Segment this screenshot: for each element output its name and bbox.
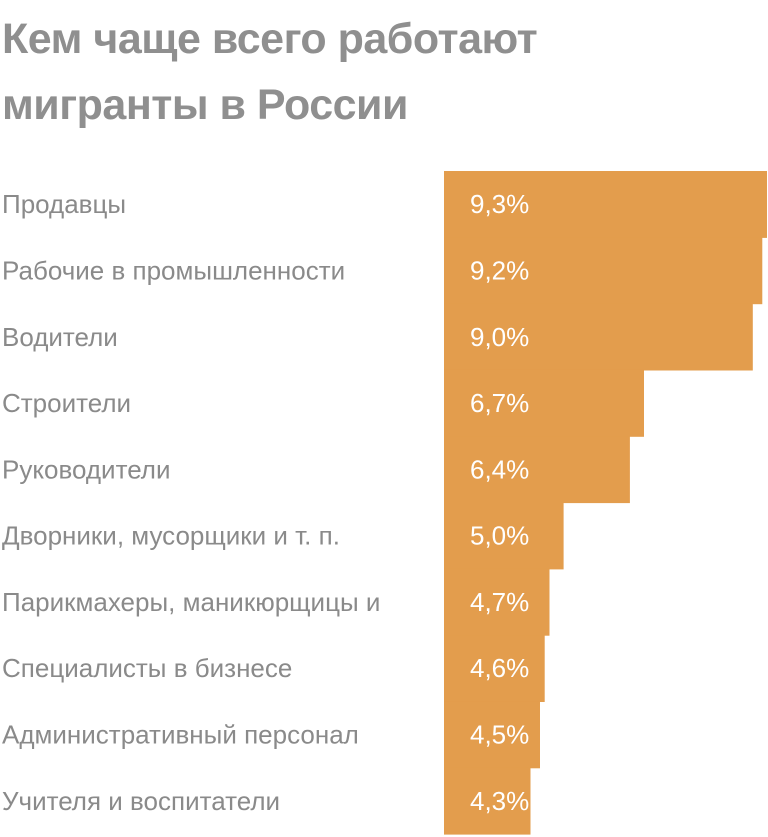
chart-title: Кем чаще всего работают мигранты в Росси…: [2, 15, 538, 129]
bar-4: [444, 436, 630, 504]
bar-6: [444, 568, 550, 636]
category-label-5: Дворники, мусорщики и т. п.: [2, 521, 340, 551]
category-label-1: Рабочие в промышленности: [2, 255, 345, 285]
value-label-1: 9,2%: [470, 255, 529, 285]
category-label-8: Административный персонал: [2, 720, 359, 750]
category-label-3: Строители: [2, 388, 131, 418]
value-label-3: 6,7%: [470, 388, 529, 418]
bar-3: [444, 369, 644, 437]
bar-1: [444, 237, 763, 305]
category-label-7: Специалисты в бизнесе: [2, 653, 292, 683]
category-label-0: Продавцы: [2, 189, 126, 219]
value-label-2: 9,0%: [470, 322, 529, 352]
bar-0: [444, 171, 767, 238]
value-label-0: 9,3%: [470, 189, 529, 219]
bar-2: [444, 303, 753, 371]
bar-8: [444, 701, 540, 769]
category-label-9: Учителя и воспитатели: [2, 786, 280, 816]
bar-7: [444, 635, 545, 702]
value-label-7: 4,6%: [470, 653, 529, 683]
category-label-4: Руководители: [2, 454, 170, 484]
bar-9: [444, 767, 531, 835]
bar-5: [444, 502, 564, 570]
value-label-4: 6,4%: [470, 454, 529, 484]
category-label-2: Водители: [2, 322, 118, 352]
value-label-6: 4,7%: [470, 587, 529, 617]
value-label-8: 4,5%: [470, 720, 529, 750]
value-label-9: 4,3%: [470, 786, 529, 816]
value-label-5: 5,0%: [470, 521, 529, 551]
category-label-6: Парикмахеры, маникюрщицы и: [2, 587, 380, 617]
